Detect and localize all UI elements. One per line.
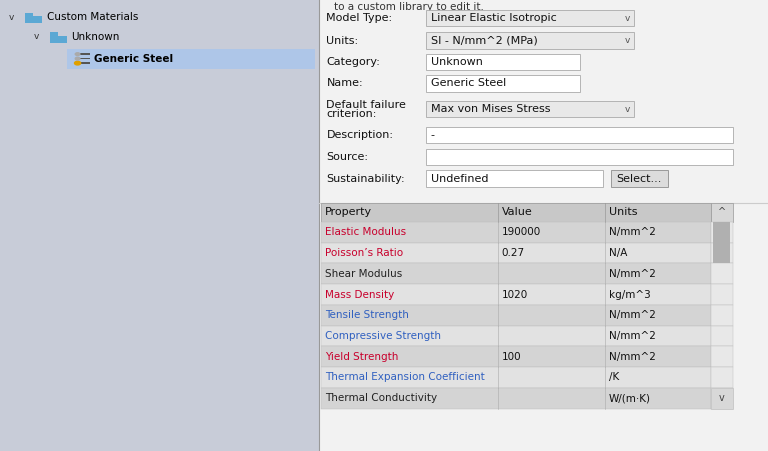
Bar [80,53,90,55]
Bar [713,222,730,263]
Bar [711,263,733,284]
Text: Tensile Strength: Tensile Strength [325,310,409,320]
Text: ^: ^ [718,207,726,217]
Circle shape [74,61,81,65]
Text: v: v [624,36,630,45]
Bar [711,203,733,222]
Bar [711,243,733,263]
Text: Max von Mises Stress: Max von Mises Stress [431,104,551,114]
Text: Default failure: Default failure [326,100,406,110]
Text: Category:: Category: [326,57,380,67]
Circle shape [75,53,80,55]
Bar [711,346,733,367]
Bar [67,49,315,69]
Text: Compressive Strength: Compressive Strength [325,331,441,341]
Bar [611,170,668,187]
Text: -: - [431,130,435,140]
Bar [0,0,319,451]
Bar [426,32,634,49]
Text: Generic Steel: Generic Steel [431,78,506,88]
Bar [321,367,711,388]
Bar [711,367,733,388]
Bar [711,305,733,326]
Bar [321,305,711,326]
Text: Unknown: Unknown [431,57,483,67]
Text: Description:: Description: [326,130,393,140]
Text: N/mm^2: N/mm^2 [609,331,656,341]
Text: Mass Density: Mass Density [325,290,394,299]
Bar [321,284,711,305]
Text: Select...: Select... [617,174,662,184]
Bar [25,16,42,23]
Text: 100: 100 [502,352,521,362]
Text: N/mm^2: N/mm^2 [609,227,656,237]
Text: Source:: Source: [326,152,369,162]
Text: Yield Strength: Yield Strength [325,352,399,362]
Text: v: v [624,105,630,114]
Text: v: v [9,13,15,22]
Text: SI - N/mm^2 (MPa): SI - N/mm^2 (MPa) [431,36,538,46]
Text: Poisson’s Ratio: Poisson’s Ratio [325,248,403,258]
Text: 190000: 190000 [502,227,541,237]
Text: Elastic Modulus: Elastic Modulus [325,227,406,237]
Text: 1020: 1020 [502,290,528,299]
Text: Units:: Units: [326,36,359,46]
Text: N/mm^2: N/mm^2 [609,269,656,279]
Bar [711,388,733,409]
Bar [426,10,634,26]
Text: Property: Property [325,207,372,217]
Bar [319,0,768,451]
Text: Model Type:: Model Type: [326,13,392,23]
Text: Undefined: Undefined [431,174,488,184]
Text: kg/m^3: kg/m^3 [609,290,650,299]
Text: W/(m·K): W/(m·K) [609,393,651,403]
Text: Sustainability:: Sustainability: [326,174,405,184]
Bar [711,284,733,305]
Text: N/mm^2: N/mm^2 [609,310,656,320]
Text: Thermal Conductivity: Thermal Conductivity [325,393,437,403]
Bar [50,32,58,36]
Text: Generic Steel: Generic Steel [94,54,174,64]
Bar [321,326,711,346]
Text: N/A: N/A [609,248,627,258]
Text: Shear Modulus: Shear Modulus [325,269,402,279]
Bar [80,62,90,64]
Text: criterion:: criterion: [326,109,377,119]
Bar [711,222,733,243]
Bar [50,36,67,43]
Circle shape [75,57,80,60]
Text: Linear Elastic Isotropic: Linear Elastic Isotropic [431,13,557,23]
Bar [321,346,711,367]
Bar [426,54,580,70]
Bar [321,222,711,243]
Text: Thermal Expansion Coefficient: Thermal Expansion Coefficient [325,373,485,382]
Text: v: v [624,14,630,23]
Text: /K: /K [609,373,619,382]
Text: Unknown: Unknown [71,32,120,42]
Bar [321,263,711,284]
Bar [711,388,733,409]
Text: v: v [34,32,39,41]
Bar [426,75,580,92]
Bar [321,243,711,263]
Text: Custom Materials: Custom Materials [47,12,138,22]
Text: to a custom library to edit it.: to a custom library to edit it. [334,2,484,12]
Bar [426,127,733,143]
Text: Units: Units [609,207,637,217]
Bar [426,170,603,187]
Text: Name:: Name: [326,78,363,88]
Bar [711,326,733,346]
Text: N/mm^2: N/mm^2 [609,352,656,362]
Text: 0.27: 0.27 [502,248,525,258]
Bar [25,13,33,16]
Bar [426,101,634,117]
Bar [426,149,733,165]
Text: v: v [719,393,725,403]
Bar [321,388,711,409]
Bar [80,58,90,59]
Text: Value: Value [502,207,532,217]
Bar [321,203,711,222]
